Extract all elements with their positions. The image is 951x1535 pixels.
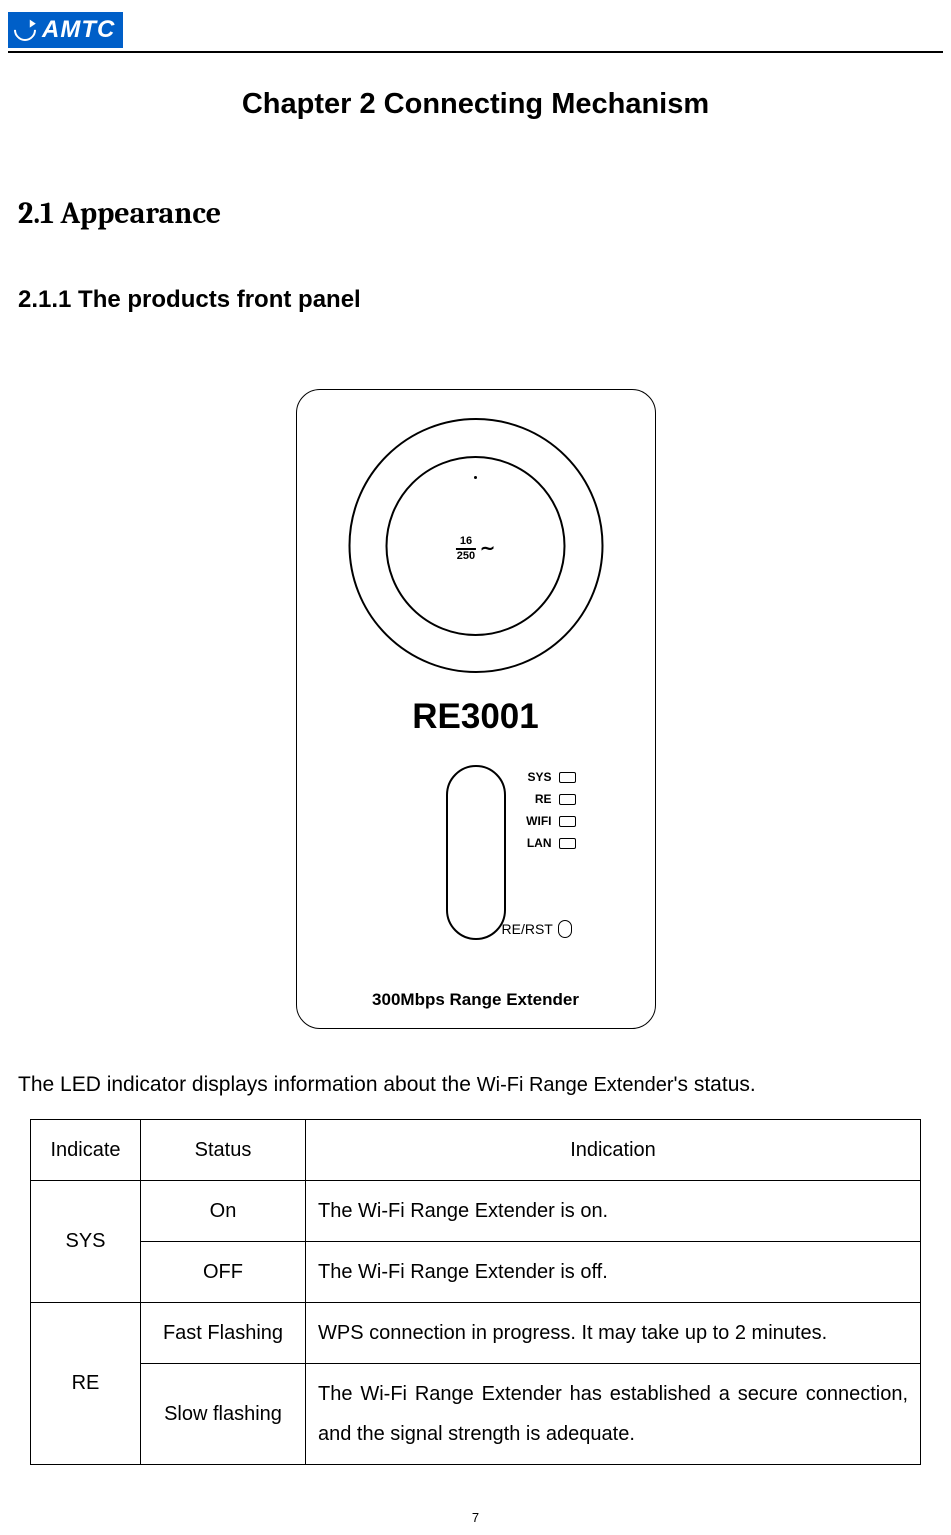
re-rst-icon — [558, 920, 572, 938]
cell-indication: The Wi-Fi Range Extender is off. — [306, 1241, 921, 1302]
led-icon — [559, 838, 576, 849]
section-title: 2.1 Appearance — [18, 196, 933, 231]
led-row: SYS — [522, 770, 576, 784]
led-indicator-list: SYS RE WIFI LAN — [522, 770, 576, 858]
table-row: SYS On The Wi-Fi Range Extender is on. — [31, 1180, 921, 1241]
cell-status: OFF — [141, 1241, 306, 1302]
brand-icon — [9, 14, 40, 45]
led-intro-text: The LED indicator displays information a… — [18, 1069, 933, 1101]
device-figure: 16 250 ∼ RE3001 SYS RE WIFI LAN RE/RST — [18, 389, 933, 1029]
device-outline: 16 250 ∼ RE3001 SYS RE WIFI LAN RE/RST — [296, 389, 656, 1029]
th-indication: Indication — [306, 1119, 921, 1180]
cell-status: Fast Flashing — [141, 1302, 306, 1363]
model-label: RE3001 — [297, 697, 655, 737]
header-rule — [8, 51, 943, 53]
table-row: OFF The Wi-Fi Range Extender is off. — [31, 1241, 921, 1302]
socket-spec: 16 250 ∼ — [456, 536, 495, 562]
led-row: WIFI — [522, 814, 576, 828]
cell-status: Slow flashing — [141, 1363, 306, 1464]
spec-numerator: 16 — [460, 536, 472, 547]
th-status: Status — [141, 1119, 306, 1180]
button-slot — [446, 765, 506, 940]
socket-inner-ring: 16 250 ∼ — [386, 456, 566, 636]
led-icon — [559, 794, 576, 805]
led-status-table: Indicate Status Indication SYS On The Wi… — [30, 1119, 921, 1465]
table-header-row: Indicate Status Indication — [31, 1119, 921, 1180]
led-icon — [559, 816, 576, 827]
table-row: RE Fast Flashing WPS connection in progr… — [31, 1302, 921, 1363]
cell-indication: WPS connection in progress. It may take … — [306, 1302, 921, 1363]
th-indicate: Indicate — [31, 1119, 141, 1180]
re-rst-label: RE/RST — [502, 920, 572, 938]
cell-indication: The Wi-Fi Range Extender is on. — [306, 1180, 921, 1241]
socket-dot — [474, 476, 477, 479]
tilde-icon: ∼ — [480, 538, 495, 559]
chapter-title: Chapter 2 Connecting Mechanism — [18, 88, 933, 121]
cell-status: On — [141, 1180, 306, 1241]
spec-denominator: 250 — [457, 551, 475, 562]
led-row: LAN — [522, 836, 576, 850]
cell-indicate: RE — [31, 1302, 141, 1464]
brand-logo: AMTC — [8, 12, 123, 48]
brand-text: AMTC — [42, 16, 115, 44]
page-header: AMTC — [0, 0, 951, 48]
led-icon — [559, 772, 576, 783]
led-row: RE — [522, 792, 576, 806]
page-number: 7 — [0, 1510, 951, 1525]
table-row: Slow flashing The Wi-Fi Range Extender h… — [31, 1363, 921, 1464]
cell-indicate: SYS — [31, 1180, 141, 1302]
socket-outer-ring: 16 250 ∼ — [348, 418, 603, 673]
device-tagline: 300Mbps Range Extender — [297, 990, 655, 1010]
subsection-title: 2.1.1 The products front panel — [18, 286, 933, 314]
cell-indication: The Wi-Fi Range Extender has established… — [306, 1363, 921, 1464]
